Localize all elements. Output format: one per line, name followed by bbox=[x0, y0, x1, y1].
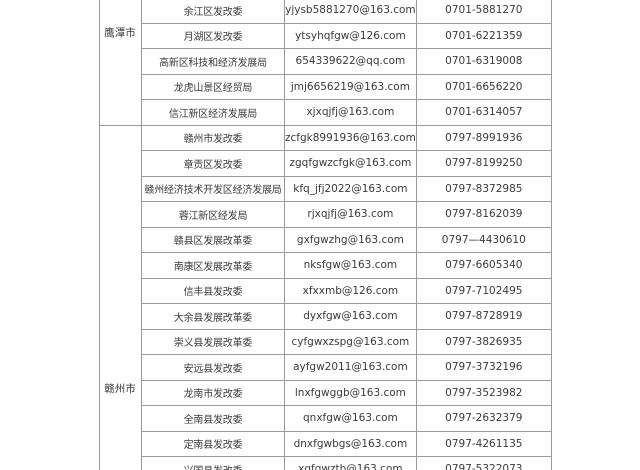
org-cell: 安远县发改委 bbox=[141, 354, 285, 381]
phone-cell: 0797-8991936 bbox=[415, 124, 552, 151]
phone-cell: 0701-6314057 bbox=[415, 99, 552, 126]
email-cell: zcfgk8991936@163.com bbox=[284, 124, 417, 151]
city-cell bbox=[99, 0, 142, 126]
email-cell: dnxfgwbgs@163.com bbox=[284, 430, 417, 457]
table-row: 章贡区发改委 zgqfgwzcfgk@163.com 0797-8199250 bbox=[100, 150, 552, 177]
email-cell: 654339622@qq.com bbox=[284, 48, 417, 75]
org-cell: 龙南市发改委 bbox=[141, 379, 285, 406]
email-cell: cyfgwxzspg@163.com bbox=[284, 328, 417, 355]
phone-cell: 0797-3732196 bbox=[415, 354, 552, 381]
phone-cell: 0797-5322073 bbox=[415, 456, 552, 470]
city-label-yingtan: 鹰潭市 bbox=[104, 27, 136, 39]
org-cell: 兴国县发改委 bbox=[141, 456, 285, 470]
table-row: 信丰县发改委 xfxxmb@126.com 0797-7102495 bbox=[100, 277, 552, 304]
email-cell: qnxfgw@163.com bbox=[284, 405, 417, 432]
phone-cell: 0797—4430610 bbox=[415, 226, 552, 253]
table-row: 赣州经济技术开发区经济发展局 kfq_jfj2022@163.com 0797-83… bbox=[100, 175, 552, 202]
phone-cell: 0797-8728919 bbox=[415, 303, 552, 330]
org-cell: 赣县区发展改革委 bbox=[141, 226, 285, 253]
table-row: 高新区科技和经济发展局 654339622@qq.com 0701-6319008 bbox=[100, 48, 552, 75]
phone-cell: 0797-4261135 bbox=[415, 430, 552, 457]
email-cell: yjysb5881270@163.com bbox=[284, 0, 417, 24]
table-row: 全南县发改委 qnxfgw@163.com 0797-2632379 bbox=[100, 405, 552, 432]
phone-cell: 0797-6605340 bbox=[415, 252, 552, 279]
email-cell: zgqfgwzcfgk@163.com bbox=[284, 150, 417, 177]
table-row: 南康区发展改革委 nksfgw@163.com 0797-6605340 bbox=[100, 252, 552, 279]
table-row: 定南县发改委 dnxfgwbgs@163.com 0797-4261135 bbox=[100, 430, 552, 457]
email-cell: ytsyhqfgw@126.com bbox=[284, 22, 417, 49]
phone-cell: 0797-3523982 bbox=[415, 379, 552, 406]
org-cell: 南康区发展改革委 bbox=[141, 252, 285, 279]
city-label-ganzhou: 赣州市 bbox=[104, 383, 136, 395]
table-row: 赣州市发改委 zcfgk8991936@163.com 0797-8991936 bbox=[99, 124, 552, 470]
table-row: 月湖区发改委 ytsyhqfgw@126.com 0701-6221359 bbox=[100, 22, 552, 49]
org-cell: 赣州市发改委 bbox=[141, 124, 285, 151]
org-cell: 月湖区发改委 bbox=[141, 22, 285, 49]
phone-cell: 0701-6656220 bbox=[415, 73, 552, 100]
org-cell: 赣州经济技术开发区经济发展局 bbox=[141, 175, 285, 202]
email-cell: jmj6656219@163.com bbox=[284, 73, 417, 100]
phone-cell: 0701-5881270 bbox=[415, 0, 552, 24]
table-row: 龙南市发改委 lnxfgwggb@163.com 0797-3523982 bbox=[100, 379, 552, 406]
phone-cell: 0797-8372985 bbox=[415, 175, 552, 202]
table-row: 安远县发改委 ayfgw2011@163.com 0797-3732196 bbox=[100, 354, 552, 381]
org-cell: 高新区科技和经济发展局 bbox=[141, 48, 285, 75]
email-cell: kfq_jfj2022@163.com bbox=[284, 175, 417, 202]
org-cell: 全南县发改委 bbox=[141, 405, 285, 432]
org-cell: 大余县发展改革委 bbox=[141, 303, 285, 330]
contact-table: 余江区发改委 yjysb5881270@163.com 0701-5881270 月湖… bbox=[99, 0, 552, 470]
email-cell: xjxqjfj@163.com bbox=[284, 99, 417, 126]
table-row: 崇义县发展改革委 cyfgwxzspg@163.com 0797-3826935 bbox=[100, 328, 552, 355]
org-cell: 章贡区发改委 bbox=[141, 150, 285, 177]
email-cell: lnxfgwggb@163.com bbox=[284, 379, 417, 406]
phone-cell: 0797-2632379 bbox=[415, 405, 552, 432]
phone-cell: 0797-3826935 bbox=[415, 328, 552, 355]
phone-cell: 0797-7102495 bbox=[415, 277, 552, 304]
email-cell: nksfgw@163.com bbox=[284, 252, 417, 279]
org-cell: 定南县发改委 bbox=[141, 430, 285, 457]
org-cell: 信江新区经济发展局 bbox=[141, 99, 285, 126]
org-cell: 信丰县发改委 bbox=[141, 277, 285, 304]
org-cell: 余江区发改委 bbox=[141, 0, 285, 24]
phone-cell: 0701-6319008 bbox=[415, 48, 552, 75]
table-row: 蓉江新区经发局 rjxqjfj@163.com 0797-8162039 bbox=[100, 201, 552, 228]
phone-cell: 0797-8199250 bbox=[415, 150, 552, 177]
email-cell: dyxfgw@163.com bbox=[284, 303, 417, 330]
phone-cell: 0797-8162039 bbox=[415, 201, 552, 228]
table-row: 信江新区经济发展局 xjxqjfj@163.com 0701-6314057 bbox=[100, 99, 552, 126]
table-row: 龙虎山景区经贸局 jmj6656219@163.com 0701-6656220 bbox=[100, 73, 552, 100]
email-cell: ayfgw2011@163.com bbox=[284, 354, 417, 381]
city-cell bbox=[99, 124, 142, 470]
email-cell: xgfgwztb@163.com bbox=[284, 456, 417, 470]
email-cell: gxfgwzhg@163.com bbox=[284, 226, 417, 253]
table-row: 大余县发展改革委 dyxfgw@163.com 0797-8728919 bbox=[100, 303, 552, 330]
email-cell: xfxxmb@126.com bbox=[284, 277, 417, 304]
org-cell: 崇义县发展改革委 bbox=[141, 328, 285, 355]
phone-cell: 0701-6221359 bbox=[415, 22, 552, 49]
table-row: 余江区发改委 yjysb5881270@163.com 0701-5881270 bbox=[99, 0, 552, 126]
email-cell: rjxqjfj@163.com bbox=[284, 201, 417, 228]
org-cell: 蓉江新区经发局 bbox=[141, 201, 285, 228]
table-row: 赣县区发展改革委 gxfgwzhg@163.com 0797—4430610 bbox=[100, 226, 552, 253]
org-cell: 龙虎山景区经贸局 bbox=[141, 73, 285, 100]
